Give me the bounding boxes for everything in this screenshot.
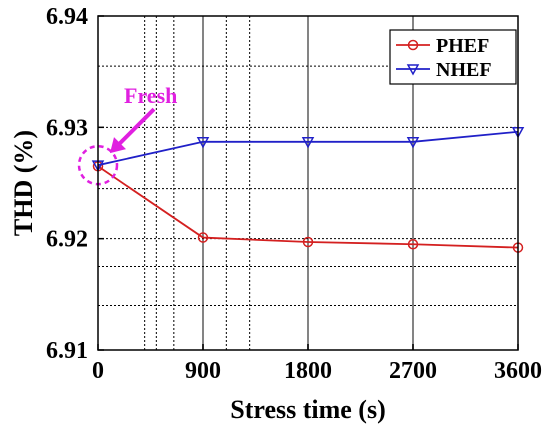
series-phef-point — [407, 238, 419, 250]
annotation-fresh-label: Fresh — [124, 83, 177, 108]
legend-entry-phef: PHEF — [396, 35, 489, 57]
y-tick-label: 6.92 — [46, 227, 88, 253]
y-tick-label: 6.91 — [46, 338, 88, 364]
series-phef-point — [302, 236, 314, 248]
legend-marker-nhef — [406, 64, 420, 76]
x-tick-label: 2700 — [389, 358, 437, 384]
annotation-arrow-head — [110, 137, 126, 154]
series-nhef-point — [301, 137, 315, 149]
x-tick-label: 3600 — [494, 358, 542, 384]
legend-entry-nhef: NHEF — [396, 59, 492, 81]
series-phef-point — [197, 232, 209, 243]
series-nhef-point — [406, 137, 420, 149]
legend-label-phef: PHEF — [436, 35, 489, 57]
series-phef-line — [97, 165, 519, 249]
axis-ticks: 0 900 1800 2700 3600 6.91 6.92 6.93 6.94 — [46, 4, 542, 384]
series-nhef-point — [196, 137, 210, 149]
y-tick-label: 6.94 — [46, 4, 88, 30]
series-nhef-line — [97, 130, 519, 167]
y-tick-label: 6.93 — [46, 115, 88, 141]
x-tick-label: 900 — [185, 358, 221, 384]
legend-label-nhef: NHEF — [436, 59, 492, 81]
legend-box — [389, 29, 517, 85]
x-axis-label: Stress time (s) — [230, 395, 385, 424]
y-axis-label: THD (%) — [9, 130, 38, 236]
x-tick-label: 0 — [92, 358, 104, 384]
x-tick-label: 1800 — [284, 358, 332, 384]
legend-marker-phef — [407, 39, 419, 51]
annotation-arrow-shaft — [112, 107, 156, 151]
